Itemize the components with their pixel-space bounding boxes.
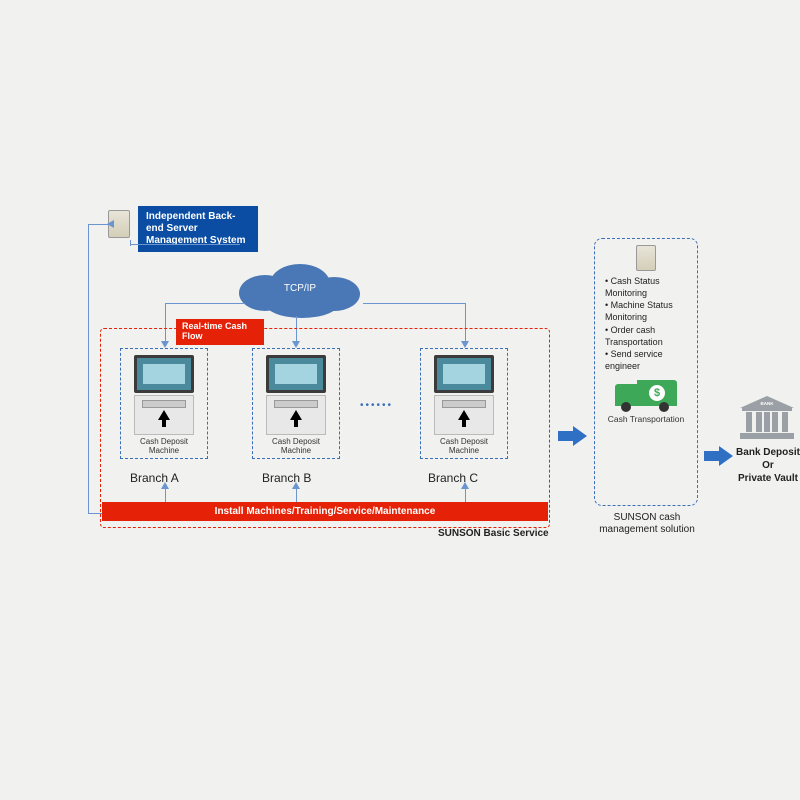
machine-box-c: Cash Deposit Machine: [420, 348, 508, 459]
branch-a-label: Branch A: [130, 471, 179, 485]
machine-label: Cash Deposit Machine: [125, 438, 203, 456]
solution-box: Cash Status Monitoring Machine Status Mo…: [594, 238, 698, 506]
bullet-item: Send service engineer: [605, 348, 691, 372]
bullet-item: Cash Status Monitoring: [605, 275, 691, 299]
bank-label-line: Or: [728, 459, 800, 472]
truck-icon: $: [615, 378, 677, 412]
architecture-diagram: Independent Back-end Server Management S…: [80, 200, 780, 600]
cloud-label: TCP/IP: [284, 283, 316, 294]
branch-c-label: Branch C: [428, 471, 478, 485]
server-management-label: Independent Back-end Server Management S…: [146, 211, 245, 246]
bank-badge-text: BANK: [761, 401, 775, 406]
truck-label: Cash Transportation: [601, 414, 691, 424]
cash-flow-label: Real-time Cash Flow: [176, 319, 264, 345]
machine-box-b: Cash Deposit Machine: [252, 348, 340, 459]
bullet-item: Machine Status Monitoring: [605, 299, 691, 323]
bank-icon: BANK: [736, 396, 798, 445]
basic-service-label: SUNSON Basic Service: [438, 528, 549, 539]
install-bar: Install Machines/Training/Service/Mainte…: [102, 502, 548, 521]
bank-label-line: Private Vault: [728, 472, 800, 485]
machine-box-a: Cash Deposit Machine: [120, 348, 208, 459]
solution-bullets: Cash Status Monitoring Machine Status Mo…: [601, 275, 691, 372]
server-icon: [636, 245, 656, 271]
machine-label: Cash Deposit Machine: [257, 438, 335, 456]
bank-label-line: Bank Deposit: [728, 446, 800, 459]
solution-caption: SUNSON cash management solution: [592, 512, 702, 536]
machine-label: Cash Deposit Machine: [425, 438, 503, 456]
bullet-item: Order cash Transportation: [605, 324, 691, 348]
arrow-to-solution-icon: [558, 426, 588, 446]
branch-b-label: Branch B: [262, 471, 311, 485]
server-management-box: Independent Back-end Server Management S…: [138, 206, 258, 252]
bank-label: Bank Deposit Or Private Vault: [728, 446, 800, 485]
ellipsis-dots: ••••••: [360, 400, 393, 411]
install-bar-label: Install Machines/Training/Service/Mainte…: [215, 506, 436, 517]
cloud-node: TCP/IP: [230, 258, 370, 318]
